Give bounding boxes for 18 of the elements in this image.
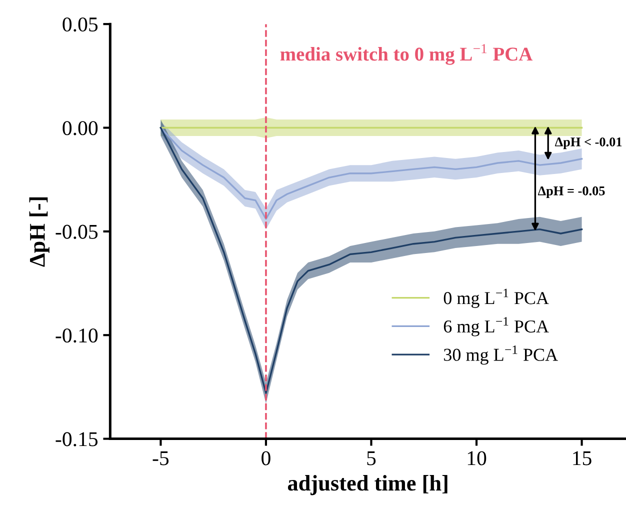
legend-label: 0 mg L$^{−1}$ PCA: [444, 288, 549, 308]
annotation: ΔpH = -0.05: [538, 186, 605, 198]
x-tick-label: 5: [367, 451, 376, 466]
x-tick-label: -5: [152, 451, 169, 466]
x-tick-label: 15: [573, 451, 592, 466]
y-tick-label: -0.05: [56, 224, 98, 239]
y-tick-label: -0.10: [56, 328, 98, 343]
x-tick-label: 10: [468, 451, 486, 466]
y-tick-label: 0.00: [62, 121, 98, 136]
legend-label: 30 mg L$^{−1}$ PCA: [444, 345, 558, 365]
y-axis-title: ΔpH [-]: [29, 197, 50, 267]
x-axis-title: adjusted time [h]: [288, 475, 448, 496]
ref-line-label: media switch to 0 mg L$^{−1}$ PCA: [280, 44, 533, 65]
annotation: ΔpH < -0.01: [555, 137, 622, 150]
legend-label: 6 mg L$^{−1}$ PCA: [444, 317, 549, 336]
y-tick-label: -0.15: [56, 432, 98, 446]
y-tick-label: 0.05: [62, 17, 98, 32]
x-tick-label: 0: [262, 451, 270, 466]
